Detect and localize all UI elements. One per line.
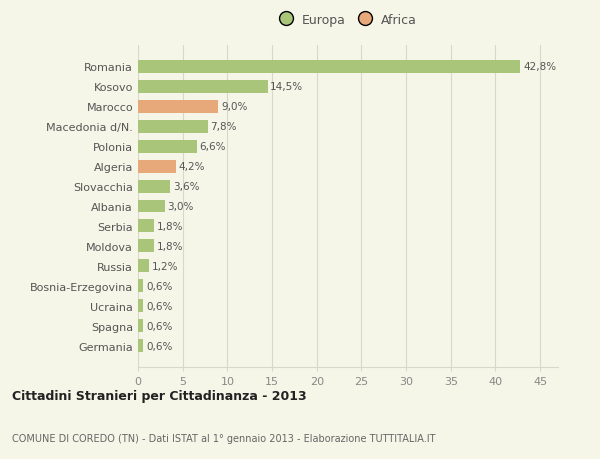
Text: 14,5%: 14,5% — [270, 82, 304, 92]
Legend: Europa, Africa: Europa, Africa — [275, 11, 421, 31]
Text: 42,8%: 42,8% — [523, 62, 556, 72]
Text: 0,6%: 0,6% — [146, 341, 172, 351]
Text: Cittadini Stranieri per Cittadinanza - 2013: Cittadini Stranieri per Cittadinanza - 2… — [12, 389, 307, 403]
Bar — [138, 260, 149, 273]
Text: 6,6%: 6,6% — [200, 142, 226, 152]
Text: COMUNE DI COREDO (TN) - Dati ISTAT al 1° gennaio 2013 - Elaborazione TUTTITALIA.: COMUNE DI COREDO (TN) - Dati ISTAT al 1°… — [12, 433, 436, 442]
Bar — [138, 240, 154, 253]
Text: 1,8%: 1,8% — [157, 241, 183, 252]
Text: 0,6%: 0,6% — [146, 281, 172, 291]
Text: 1,2%: 1,2% — [151, 261, 178, 271]
Bar — [138, 120, 208, 133]
Bar — [138, 300, 143, 313]
Text: 3,6%: 3,6% — [173, 182, 199, 191]
Text: 3,0%: 3,0% — [167, 202, 194, 212]
Text: 0,6%: 0,6% — [146, 321, 172, 331]
Bar — [138, 180, 170, 193]
Bar — [138, 220, 154, 233]
Text: 0,6%: 0,6% — [146, 301, 172, 311]
Bar — [138, 101, 218, 113]
Text: 7,8%: 7,8% — [211, 122, 237, 132]
Text: 1,8%: 1,8% — [157, 222, 183, 231]
Bar — [138, 140, 197, 153]
Bar — [138, 80, 268, 93]
Text: 9,0%: 9,0% — [221, 102, 247, 112]
Bar — [138, 160, 176, 173]
Bar — [138, 280, 143, 293]
Bar — [138, 340, 143, 353]
Text: 4,2%: 4,2% — [178, 162, 205, 172]
Bar — [138, 320, 143, 333]
Bar — [138, 61, 520, 73]
Bar — [138, 200, 165, 213]
